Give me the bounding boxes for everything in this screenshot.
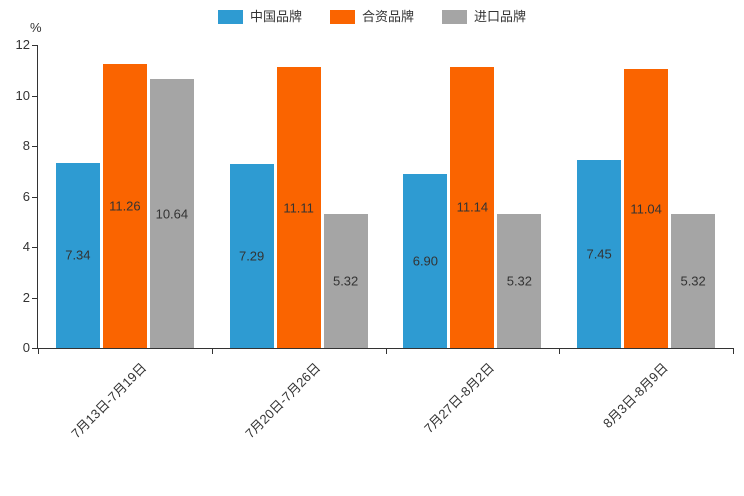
x-category-label: 7月27日-8月2日 (420, 360, 497, 437)
bar-value-label: 6.90 (412, 253, 439, 269)
y-tick-mark (32, 146, 37, 147)
x-tick-mark (559, 349, 561, 354)
x-tick-mark (733, 349, 734, 354)
legend-swatch (329, 10, 355, 24)
x-tick-mark (38, 349, 39, 354)
bar: 6.90 (403, 173, 448, 348)
legend-item[interactable]: 合资品牌 (329, 9, 414, 25)
legend-label: 进口品牌 (474, 9, 527, 24)
legend: 中国品牌 合资品牌 进口品牌 (0, 9, 744, 25)
y-tick-mark (32, 348, 37, 349)
y-tick-label: 6 (22, 188, 30, 204)
bar-value-label: 11.26 (109, 198, 141, 214)
x-category-label: 8月3日-8月9日 (599, 360, 671, 431)
bar-value-label: 7.29 (238, 248, 265, 264)
legend-label: 合资品牌 (361, 9, 414, 24)
bar: 11.04 (624, 69, 669, 348)
y-tick-mark (32, 196, 37, 198)
y-tick-label: 12 (15, 37, 30, 52)
y-axis-unit-label: % (30, 20, 42, 35)
y-tick-label: 2 (22, 289, 30, 305)
bar-value-label: 11.11 (283, 200, 314, 216)
x-category-label: 7月20日-7月26日 (242, 360, 324, 442)
bar-value-label: 11.04 (630, 201, 662, 217)
bar-value-label: 7.34 (65, 247, 91, 263)
bar: 11.14 (450, 66, 495, 348)
legend-swatch (217, 10, 243, 24)
bar: 11.26 (102, 63, 147, 348)
y-tick-mark (32, 297, 37, 299)
bar: 7.34 (55, 162, 100, 348)
bar: 11.11 (276, 67, 321, 348)
legend-swatch (442, 10, 467, 24)
bar: 5.32 (323, 213, 368, 348)
bar: 5.32 (671, 213, 716, 348)
bar-value-label: 5.32 (680, 273, 706, 289)
y-axis-line (37, 45, 38, 348)
legend-item[interactable]: 中国品牌 (217, 9, 302, 25)
x-tick-mark (211, 349, 213, 354)
x-category-label: 7月13日-7月19日 (68, 360, 150, 442)
legend-item[interactable]: 进口品牌 (442, 9, 526, 25)
bar: 10.64 (149, 79, 194, 348)
y-tick-label: 8 (22, 138, 30, 153)
y-tick-mark (32, 45, 37, 46)
y-tick-label: 0 (22, 340, 30, 355)
legend-label: 中国品牌 (249, 9, 302, 24)
bar: 7.29 (229, 163, 274, 348)
bar-value-label: 5.32 (332, 273, 359, 289)
bar: 7.45 (577, 159, 622, 348)
bar-value-label: 5.32 (506, 273, 533, 289)
x-axis-line (37, 348, 734, 349)
bar-value-label: 11.14 (456, 199, 489, 215)
y-tick-mark (32, 95, 37, 97)
bar-value-label: 7.45 (586, 246, 612, 262)
y-tick-label: 10 (15, 87, 30, 103)
y-tick-mark (32, 247, 37, 248)
bar-value-label: 10.64 (155, 206, 189, 222)
x-tick-mark (385, 349, 387, 354)
y-tick-label: 4 (22, 239, 30, 254)
bar: 5.32 (497, 213, 542, 348)
